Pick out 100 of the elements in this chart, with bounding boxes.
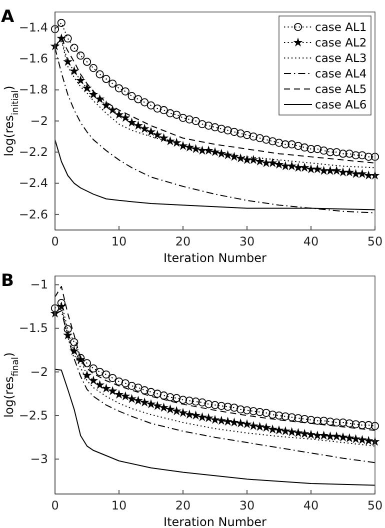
point [146, 399, 156, 408]
legend-label: case AL5 [315, 82, 367, 96]
point [114, 84, 124, 92]
point [358, 151, 366, 160]
point [191, 144, 201, 154]
point [217, 124, 226, 133]
point [210, 147, 220, 156]
point [192, 398, 200, 406]
x-tick-label: 30 [239, 234, 255, 249]
point [172, 394, 181, 402]
point [300, 428, 310, 438]
point [217, 402, 226, 410]
point [223, 416, 233, 426]
y-tick-label: −1.5 [18, 321, 48, 336]
point [326, 148, 334, 156]
y-tick-label: −1.6 [18, 52, 48, 66]
point [306, 430, 316, 439]
point [242, 130, 252, 140]
point [114, 110, 124, 119]
x-tick-label: 40 [303, 234, 319, 249]
point [153, 104, 162, 113]
point [274, 425, 284, 434]
point [294, 414, 302, 422]
point [159, 402, 169, 412]
point [120, 391, 130, 400]
y-tick-label: −2.6 [18, 207, 48, 222]
line-series [54, 368, 376, 486]
point [332, 431, 342, 440]
point [281, 412, 290, 420]
point [192, 116, 200, 126]
point [76, 76, 86, 85]
point [306, 144, 316, 154]
point [204, 146, 214, 155]
point [256, 134, 264, 142]
point [370, 152, 380, 161]
point [160, 391, 168, 400]
point [319, 166, 329, 175]
point [198, 120, 206, 128]
point [102, 74, 110, 84]
point [236, 418, 246, 428]
point [210, 123, 220, 132]
y-tick-label: −1.4 [18, 20, 48, 34]
point [178, 408, 188, 417]
point [146, 126, 156, 136]
y-tick-label: −3 [30, 452, 48, 466]
point [352, 420, 360, 428]
point [133, 120, 143, 130]
point [268, 137, 277, 146]
point [108, 386, 118, 396]
point [210, 401, 220, 410]
point [63, 56, 73, 66]
point [108, 105, 118, 114]
point [300, 162, 310, 172]
point [293, 162, 303, 172]
point [338, 418, 348, 427]
point [242, 419, 252, 428]
point [127, 118, 137, 127]
point [364, 436, 374, 445]
point [216, 416, 226, 425]
point [236, 153, 246, 162]
point [370, 422, 380, 430]
point [332, 418, 341, 427]
point [229, 418, 239, 427]
point [152, 130, 162, 140]
point [320, 416, 328, 425]
point [352, 151, 360, 160]
point [204, 122, 213, 130]
legend-label: case AL3 [315, 51, 367, 65]
point [224, 126, 232, 134]
point [242, 406, 252, 414]
point [216, 148, 226, 158]
point [133, 396, 143, 405]
point [121, 87, 130, 96]
x-axis-title: Iteration Number [164, 251, 267, 265]
point [249, 407, 258, 416]
x-tick-label: 10 [111, 234, 127, 249]
point [178, 396, 188, 404]
point [332, 166, 342, 175]
point [89, 364, 98, 372]
point [64, 34, 72, 43]
point [261, 158, 271, 168]
point [312, 430, 322, 440]
point [210, 414, 220, 424]
x-tick-label: 20 [175, 498, 191, 513]
point [338, 432, 348, 442]
point [306, 416, 316, 424]
point [89, 64, 98, 72]
x-tick-label: 30 [239, 498, 255, 513]
point [146, 101, 156, 110]
point [166, 109, 174, 118]
point [280, 161, 290, 170]
point [184, 410, 194, 419]
point [332, 148, 341, 156]
point [159, 133, 169, 142]
point [114, 377, 124, 386]
point [364, 170, 374, 180]
point [274, 411, 284, 420]
point [325, 166, 335, 175]
x-tick-label: 0 [51, 234, 59, 249]
point [261, 422, 271, 432]
